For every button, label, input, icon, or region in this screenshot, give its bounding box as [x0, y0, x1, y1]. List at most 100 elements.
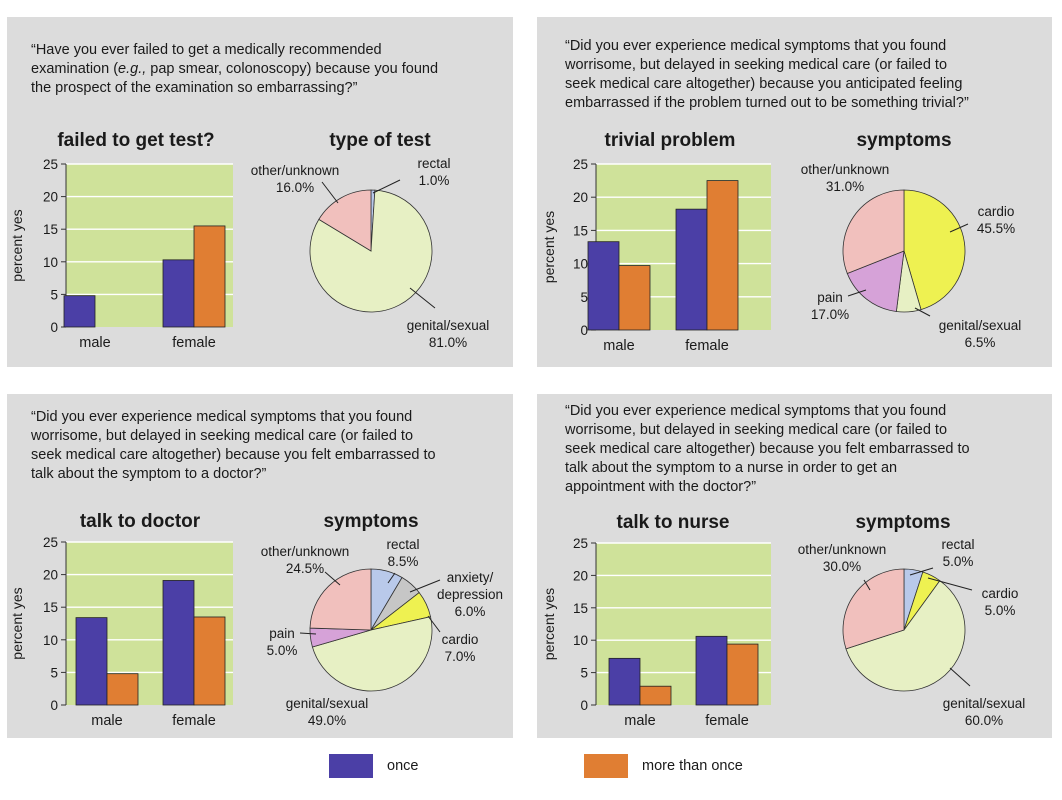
legend-once: once — [329, 752, 418, 780]
leader-line — [914, 307, 931, 317]
category-label: male — [79, 335, 110, 351]
slice-label: genital/sexual — [939, 318, 1022, 333]
pie-slice-genital-sexual — [845, 580, 966, 692]
question-line: “Have you ever failed to get a medically… — [31, 42, 382, 58]
slice-percent: 30.0% — [823, 559, 861, 574]
question-line: seek medical care altogether) because yo… — [565, 441, 970, 457]
slice-percent: 6.5% — [965, 335, 996, 350]
bar-more-than-once — [193, 225, 226, 328]
y-tick-label: 15 — [43, 222, 58, 237]
question-line: appointment with the doctor?” — [565, 479, 757, 495]
legend-label-more-than-once: more than once — [642, 758, 743, 774]
slice-percent: 5.0% — [267, 643, 298, 658]
leader-line — [847, 289, 867, 297]
question-line: worrisome, but delayed in seeking medica… — [31, 428, 414, 444]
y-tick-label: 0 — [50, 698, 58, 713]
chart-title: failed to get test? — [57, 130, 214, 151]
bar-once — [162, 259, 195, 328]
slice-percent: 16.0% — [276, 180, 314, 195]
pie-slice-other-unknown — [318, 189, 372, 252]
bar-once — [675, 208, 708, 331]
y-tick-label: 10 — [43, 255, 58, 270]
question-text: “Did you ever experience medical symptom… — [565, 37, 1045, 113]
category-label: female — [705, 713, 749, 729]
y-axis-label: percent yes — [541, 211, 557, 283]
slice-percent: 60.0% — [965, 713, 1003, 728]
slice-percent: 45.5% — [977, 221, 1015, 236]
question-line: seek medical care altogether) because yo… — [31, 447, 436, 463]
slice-percent: 1.0% — [419, 173, 450, 188]
bar-more-than-once — [706, 180, 739, 331]
question-line: “Did you ever experience medical symptom… — [565, 38, 947, 54]
y-tick-label: 0 — [50, 320, 58, 335]
slice-label: pain — [817, 290, 843, 305]
slice-label: cardio — [442, 632, 479, 647]
y-tick-label: 25 — [43, 535, 58, 550]
pie-slice-other-unknown — [309, 568, 372, 631]
slice-percent: 24.5% — [286, 561, 324, 576]
bar-once — [162, 580, 195, 706]
y-axis-label: percent yes — [9, 587, 25, 659]
slice-label: other/unknown — [801, 162, 890, 177]
leader-line — [427, 615, 441, 633]
category-label: male — [624, 713, 655, 729]
slice-percent: 5.0% — [985, 603, 1016, 618]
leader-line — [949, 223, 969, 233]
y-tick-label: 20 — [573, 190, 588, 205]
legend-swatch-once — [329, 754, 373, 778]
category-label: male — [603, 338, 634, 354]
question-line: “Did you ever experience medical symptom… — [565, 403, 947, 419]
bar-once — [63, 295, 96, 328]
bar-more-than-once — [639, 685, 672, 706]
leader-line — [909, 567, 934, 576]
question-text: “Have you ever failed to get a medically… — [31, 41, 501, 98]
slice-label: cardio — [982, 586, 1019, 601]
bar-more-than-once — [618, 265, 651, 331]
question-text: “Did you ever experience medical symptom… — [31, 408, 501, 484]
question-line: worrisome, but delayed in seeking medica… — [565, 57, 948, 73]
slice-percent: 7.0% — [445, 649, 476, 664]
chart-title: symptoms — [855, 512, 950, 533]
bar-once — [75, 617, 108, 706]
leader-line — [927, 577, 973, 591]
question-line: worrisome, but delayed in seeking medica… — [565, 422, 948, 438]
slice-percent: 6.0% — [455, 604, 486, 619]
slice-label: genital/sexual — [407, 318, 490, 333]
slice-label: rectal — [941, 537, 974, 552]
chart-title: symptoms — [856, 130, 951, 151]
question-line: talk about the symptom to a doctor?” — [31, 466, 267, 482]
slice-label: pain — [269, 626, 295, 641]
y-tick-label: 5 — [50, 665, 58, 680]
slice-label: rectal — [417, 156, 450, 171]
leader-line — [387, 572, 396, 584]
slice-label: cardio — [978, 204, 1015, 219]
y-tick-label: 25 — [573, 536, 588, 551]
category-label: female — [685, 338, 729, 354]
bar-more-than-once — [106, 673, 139, 706]
leader-line — [863, 579, 871, 591]
y-tick-label: 25 — [43, 157, 58, 172]
chart-title: type of test — [329, 130, 431, 151]
category-label: female — [172, 713, 216, 729]
slice-percent: 81.0% — [429, 335, 467, 350]
question-fragment: examination ( — [31, 61, 119, 77]
y-tick-label: 0 — [580, 698, 588, 713]
y-tick-label: 15 — [573, 601, 588, 616]
y-tick-label: 10 — [43, 633, 58, 648]
leader-line — [949, 667, 971, 687]
bar-more-than-once — [193, 616, 226, 706]
question-line: the prospect of the examination so embar… — [31, 80, 358, 96]
slice-label: genital/sexual — [286, 696, 369, 711]
bar-once — [608, 657, 641, 706]
category-label: male — [91, 713, 122, 729]
slice-label: other/unknown — [798, 542, 887, 557]
slice-label: depression — [437, 587, 503, 602]
slice-percent: 49.0% — [308, 713, 346, 728]
slice-percent: 17.0% — [811, 307, 849, 322]
pie-slice-genital-sexual — [311, 616, 433, 692]
y-tick-label: 0 — [580, 323, 588, 338]
chart-title: talk to doctor — [80, 511, 201, 532]
bar-once — [695, 635, 728, 706]
y-tick-label: 25 — [573, 157, 588, 172]
question-line: talk about the symptom to a nurse in ord… — [565, 460, 898, 476]
